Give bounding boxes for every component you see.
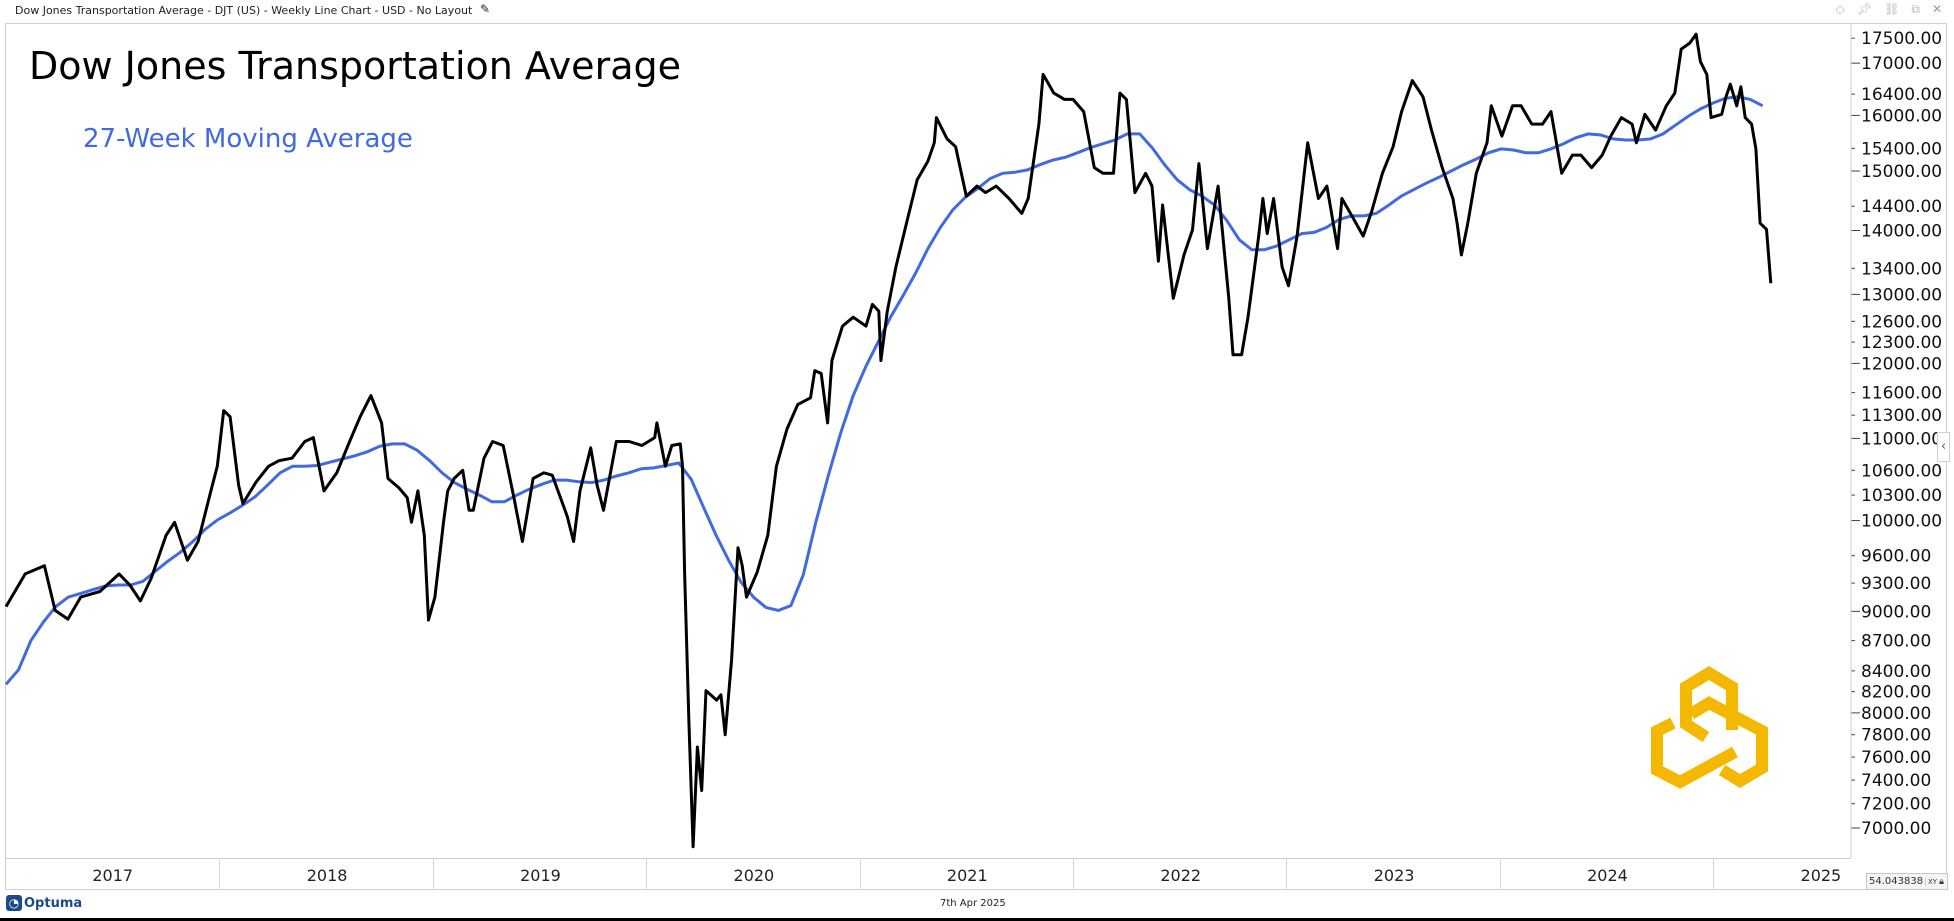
collapse-panel-button[interactable]: ‹ bbox=[1937, 432, 1950, 462]
y-tick-label: 10300.00 bbox=[1861, 486, 1942, 506]
window-controls: ◇ 📌︎ ⛓︎ ⧉ ✕ bbox=[1836, 2, 1942, 17]
footer: ◔ Optuma 7th Apr 2025 bbox=[0, 890, 1954, 918]
x-axis-year-2022: 2022 bbox=[1073, 859, 1286, 891]
price-line bbox=[4, 32, 1773, 849]
y-tick-label: 9000.00 bbox=[1861, 602, 1931, 622]
y-tick-label: 14400.00 bbox=[1861, 197, 1942, 217]
y-tick-label: 7400.00 bbox=[1861, 771, 1931, 791]
y-tick-label: 8400.00 bbox=[1861, 662, 1931, 682]
x-axis-year-2025: 2025 bbox=[1713, 859, 1926, 891]
x-axis[interactable]: 2017 2018 2019 2020 2021 2022 2023 2024 2025 bbox=[6, 858, 1851, 891]
y-tick-label: 11000.00 bbox=[1861, 429, 1942, 449]
x-tick-label: 2018 bbox=[306, 866, 348, 885]
x-axis-year-2017: 2017 bbox=[6, 859, 219, 891]
y-tick-label: 12300.00 bbox=[1861, 333, 1942, 353]
x-tick-label: 2023 bbox=[1373, 866, 1415, 885]
coordinate-mode[interactable]: XY bbox=[1925, 877, 1939, 886]
y-tick-label: 15400.00 bbox=[1861, 139, 1942, 159]
y-tick-label: 7800.00 bbox=[1861, 726, 1931, 746]
y-tick-label: 7600.00 bbox=[1861, 748, 1931, 768]
edit-pencil-icon[interactable]: ✎ bbox=[480, 2, 491, 16]
window-title-bar: Dow Jones Transportation Average - DJT (… bbox=[0, 0, 1954, 22]
lock-icon[interactable]: 🔒︎ bbox=[1939, 876, 1944, 887]
x-tick-label: 2020 bbox=[733, 866, 775, 885]
optuma-logo-mark bbox=[1651, 665, 1768, 789]
window-title: Dow Jones Transportation Average - DJT (… bbox=[15, 4, 473, 17]
y-tick-label: 17500.00 bbox=[1861, 29, 1942, 49]
x-axis-year-2023: 2023 bbox=[1286, 859, 1499, 891]
coordinate-readout[interactable]: 54.043838 XY 🔒︎ bbox=[1866, 873, 1948, 890]
x-axis-year-2018: 2018 bbox=[219, 859, 432, 891]
y-tick-label: 9600.00 bbox=[1861, 547, 1931, 567]
x-axis-year-2019: 2019 bbox=[432, 859, 646, 891]
x-axis-year-2024: 2024 bbox=[1499, 859, 1713, 891]
y-tick-label: 10000.00 bbox=[1861, 512, 1942, 532]
pin-icon[interactable]: 📌︎ bbox=[1856, 2, 1873, 16]
x-tick-label: 2021 bbox=[946, 866, 988, 885]
y-tick-label: 11600.00 bbox=[1861, 384, 1942, 404]
close-icon[interactable]: ✕ bbox=[1931, 2, 1942, 16]
y-tick-label: 8700.00 bbox=[1861, 632, 1931, 652]
y-tick-label: 11300.00 bbox=[1861, 406, 1942, 426]
y-tick-label: 7200.00 bbox=[1861, 795, 1931, 815]
y-tick-label: 8000.00 bbox=[1861, 704, 1931, 724]
moving-average-line bbox=[4, 95, 1764, 686]
optuma-brand: ◔ Optuma bbox=[6, 895, 82, 911]
legend-moving-average: 27-Week Moving Average bbox=[83, 124, 413, 154]
x-tick-label: 2019 bbox=[520, 866, 561, 885]
x-tick-label: 2024 bbox=[1587, 866, 1628, 885]
diamond-icon[interactable]: ◇ bbox=[1835, 2, 1845, 16]
link-icon[interactable]: ⛓︎ bbox=[1884, 2, 1900, 16]
brand-name: Optuma bbox=[24, 895, 83, 911]
footer-date: 7th Apr 2025 bbox=[940, 898, 1006, 909]
y-tick-label: 15000.00 bbox=[1861, 162, 1942, 182]
y-tick-label: 16400.00 bbox=[1861, 85, 1942, 105]
x-axis-year-2021: 2021 bbox=[859, 859, 1073, 891]
x-axis-year-2020: 2020 bbox=[646, 859, 859, 891]
y-tick-label: 9300.00 bbox=[1861, 574, 1931, 594]
y-tick-label: 13400.00 bbox=[1861, 259, 1942, 279]
optuma-logo-icon: ◔ bbox=[6, 895, 22, 911]
y-tick-label: 12000.00 bbox=[1861, 354, 1942, 374]
y-tick-label: 13000.00 bbox=[1861, 285, 1942, 305]
restore-icon[interactable]: ⧉ bbox=[1911, 2, 1920, 16]
chart-title: Dow Jones Transportation Average bbox=[29, 44, 681, 88]
data-points bbox=[6, 34, 1771, 847]
y-tick-label: 17000.00 bbox=[1861, 54, 1942, 74]
y-tick-label: 8200.00 bbox=[1861, 683, 1931, 703]
y-tick-label: 7000.00 bbox=[1861, 819, 1931, 839]
bottom-edge bbox=[0, 918, 1954, 921]
y-tick-label: 14000.00 bbox=[1861, 222, 1942, 242]
y-tick-label: 10600.00 bbox=[1861, 461, 1942, 481]
coordinate-value: 54.043838 bbox=[1869, 876, 1924, 887]
x-tick-label: 2022 bbox=[1160, 866, 1202, 885]
x-tick-label: 2017 bbox=[92, 866, 134, 885]
x-tick-label: 2025 bbox=[1800, 866, 1842, 885]
y-tick-label: 16000.00 bbox=[1861, 106, 1942, 126]
y-tick-label: 12600.00 bbox=[1861, 312, 1942, 332]
